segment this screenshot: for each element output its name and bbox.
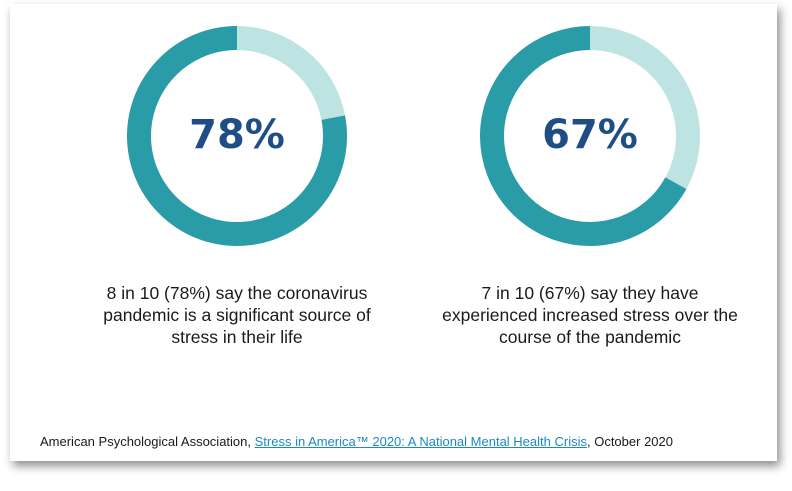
slide: 78% 67% 8 in 10 (78%) say the coronaviru… bbox=[10, 4, 777, 461]
source-link[interactable]: Stress in America™ 2020: A National Ment… bbox=[254, 434, 587, 449]
caption-left: 8 in 10 (78%) say the coronavirus pandem… bbox=[87, 282, 387, 348]
caption-right-line-3: course of the pandemic bbox=[499, 327, 681, 347]
donut-svg-right bbox=[480, 26, 700, 246]
donut-chart-right: 67% bbox=[480, 26, 700, 246]
percent-label-right: 67% bbox=[542, 112, 638, 158]
percent-label-left: 78% bbox=[189, 112, 285, 158]
caption-right-line-1: 7 in 10 (67%) say they have bbox=[481, 283, 699, 303]
caption-left-line-1: 8 in 10 (78%) say the coronavirus bbox=[106, 283, 368, 303]
caption-left-line-2: pandemic is a significant source of bbox=[103, 305, 371, 325]
caption-left-line-3: stress in their life bbox=[171, 327, 303, 347]
source-suffix: , October 2020 bbox=[586, 434, 673, 449]
source-citation: American Psychological Association, Stre… bbox=[40, 434, 673, 449]
donut-remainder-segment-left bbox=[237, 26, 346, 120]
caption-right: 7 in 10 (67%) say they have experienced … bbox=[425, 282, 755, 348]
source-prefix: American Psychological Association, bbox=[40, 434, 255, 449]
donut-chart-left: 78% bbox=[127, 26, 347, 246]
donut-svg-left bbox=[127, 26, 347, 246]
caption-right-line-2: experienced increased stress over the bbox=[442, 305, 738, 325]
donut-remainder-segment-right bbox=[590, 26, 700, 189]
